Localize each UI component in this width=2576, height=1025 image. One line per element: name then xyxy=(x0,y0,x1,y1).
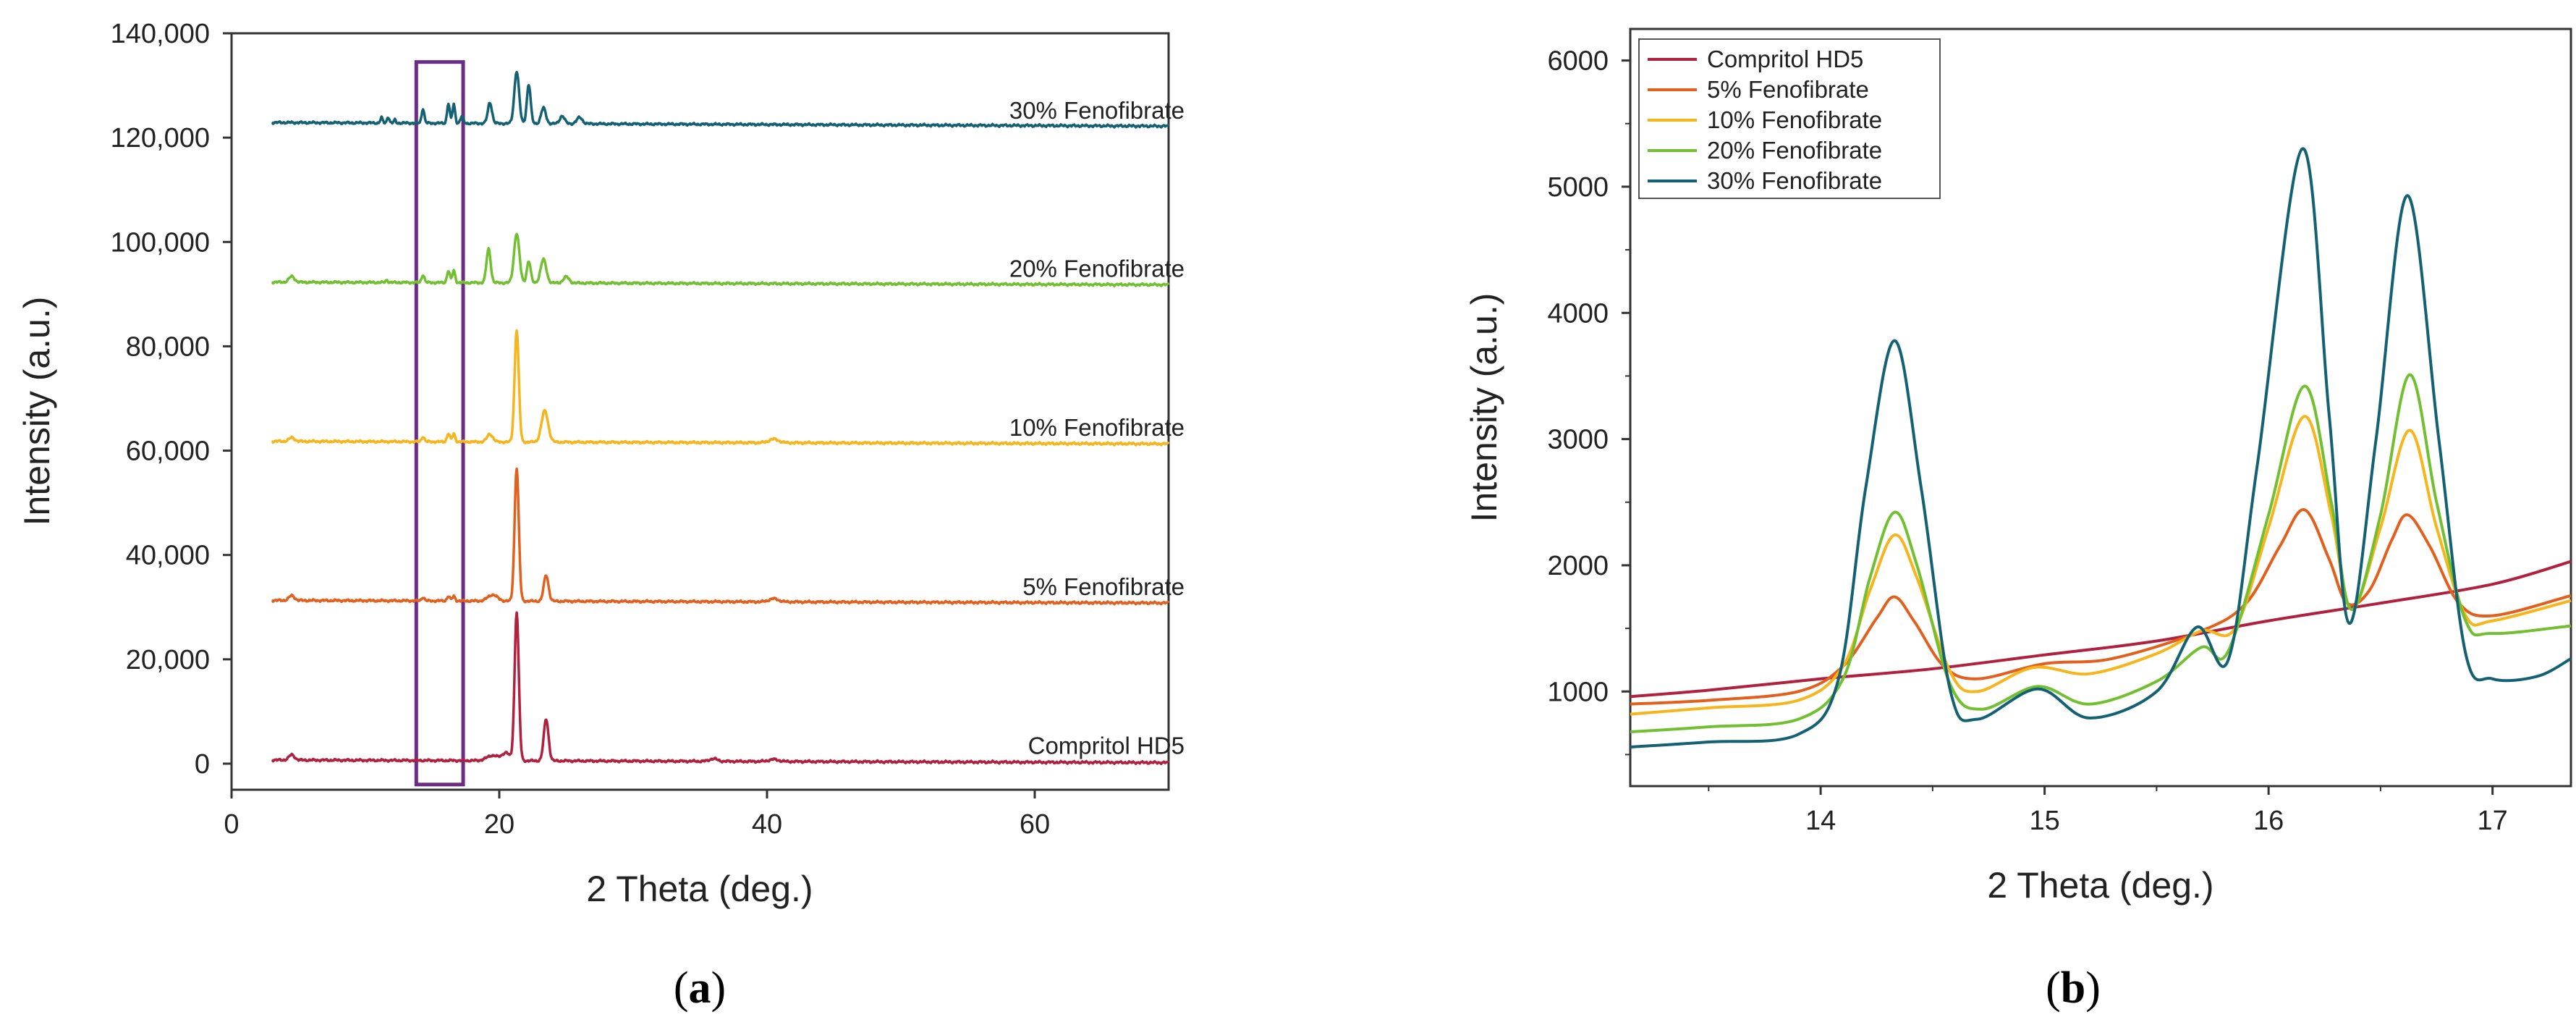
legend-label-20-fenofibrate: 20% Fenofibrate xyxy=(1707,137,1882,164)
y-tick-label: 2000 xyxy=(1547,551,1609,581)
x-tick-label: 17 xyxy=(2478,806,2508,836)
series-line-10-fenofibrate xyxy=(271,329,1170,447)
series-line-30-fenofibrate xyxy=(271,70,1170,129)
panel-b-y-axis-title: Intensity (a.u.) xyxy=(1464,293,1504,523)
legend-label-compritol-hd5: Compritol HD5 xyxy=(1707,46,1863,72)
panel-b: 14 15 16 17 1000 2000 3000 4000 5000 6000 Comprit… xyxy=(1464,28,2572,1013)
series-line-compritol-hd5 xyxy=(1630,560,2572,699)
legend-label-5-fenofibrate: 5% Fenofibrate xyxy=(1707,76,1869,103)
panel-b-legend: Compritol HD5 5% Fenofibrate 10% Fenofibra… xyxy=(1638,38,1941,199)
y-tick-label: 5000 xyxy=(1547,172,1609,203)
panel-a-label: (a) xyxy=(674,963,726,1013)
legend-label-10-fenofibrate: 10% Fenofibrate xyxy=(1707,106,1882,133)
y-tick-label: 40,000 xyxy=(126,541,210,571)
panel-b-label: (b) xyxy=(2046,963,2101,1013)
y-tick-label: 3000 xyxy=(1547,425,1609,455)
series-line-20-fenofibrate xyxy=(1630,373,2572,733)
y-tick-label: 100,000 xyxy=(111,227,210,258)
legend-label-30-fenofibrate: 30% Fenofibrate xyxy=(1707,167,1882,194)
panel-a-x-axis-title: 2 Theta (deg.) xyxy=(586,869,813,909)
series-line-compritol-hd5 xyxy=(271,611,1170,766)
panel-b-plot-frame xyxy=(1629,28,2572,788)
panel-a-label-open: ( xyxy=(674,963,689,1013)
y-tick-label: 80,000 xyxy=(126,332,210,362)
y-tick-label: 6000 xyxy=(1547,46,1609,77)
series-line-20-fenofibrate xyxy=(271,232,1170,287)
x-tick-label: 14 xyxy=(1805,806,1836,836)
series-line-5-fenofibrate xyxy=(271,467,1170,606)
y-tick-label: 140,000 xyxy=(111,19,210,49)
panel-a-ticks: 0 20 40 60 0 20,000 40,000 60,000 80,000 100,000 1… xyxy=(111,19,1051,840)
highlight-box xyxy=(414,60,465,787)
panel-b-ticks: 14 15 16 17 1000 2000 3000 4000 5000 6000 xyxy=(1547,46,2507,836)
series-label-5-fenofibrate: 5% Fenofibrate xyxy=(1022,573,1185,600)
y-tick-label: 120,000 xyxy=(111,123,210,153)
x-tick-label: 16 xyxy=(2253,806,2284,836)
y-tick-label: 0 xyxy=(195,749,210,780)
panel-b-label-close: ) xyxy=(2085,963,2101,1013)
panel-a-highlight-region xyxy=(414,60,465,787)
y-tick-label: 60,000 xyxy=(126,436,210,467)
panel-b-x-axis-title: 2 Theta (deg.) xyxy=(1987,865,2213,906)
panel-b-series xyxy=(1630,147,2572,748)
series-label-20-fenofibrate: 20% Fenofibrate xyxy=(1009,255,1185,282)
x-tick-label: 40 xyxy=(752,809,782,840)
series-line-10-fenofibrate xyxy=(1630,415,2572,716)
series-label-compritol-hd5: Compritol HD5 xyxy=(1028,733,1185,759)
x-tick-label: 15 xyxy=(2029,806,2059,836)
x-tick-label: 60 xyxy=(1020,809,1050,840)
panel-a-series-labels: Compritol HD5 5% Fenofibrate 10% Fenofibra… xyxy=(1009,97,1185,759)
series-line-30-fenofibrate xyxy=(1630,147,2572,748)
series-label-10-fenofibrate: 10% Fenofibrate xyxy=(1009,414,1185,441)
panel-a-plot-frame xyxy=(230,32,1170,791)
y-tick-label: 1000 xyxy=(1547,677,1609,707)
series-line-5-fenofibrate xyxy=(1630,508,2572,706)
x-tick-label: 20 xyxy=(484,809,514,840)
panel-b-label-open: ( xyxy=(2046,963,2061,1013)
series-label-30-fenofibrate: 30% Fenofibrate xyxy=(1009,97,1185,124)
panel-b-label-letter: b xyxy=(2061,963,2085,1013)
panel-a: 0 20 40 60 0 20,000 40,000 60,000 80,000 100,000 1… xyxy=(17,19,1185,1013)
y-tick-label: 20,000 xyxy=(126,645,210,675)
panel-a-y-axis-title: Intensity (a.u.) xyxy=(17,297,57,526)
panel-a-label-close: ) xyxy=(711,963,726,1013)
panel-a-label-letter: a xyxy=(689,963,711,1013)
panel-a-series xyxy=(271,70,1170,766)
x-tick-label: 0 xyxy=(224,809,239,840)
y-tick-label: 4000 xyxy=(1547,298,1609,329)
